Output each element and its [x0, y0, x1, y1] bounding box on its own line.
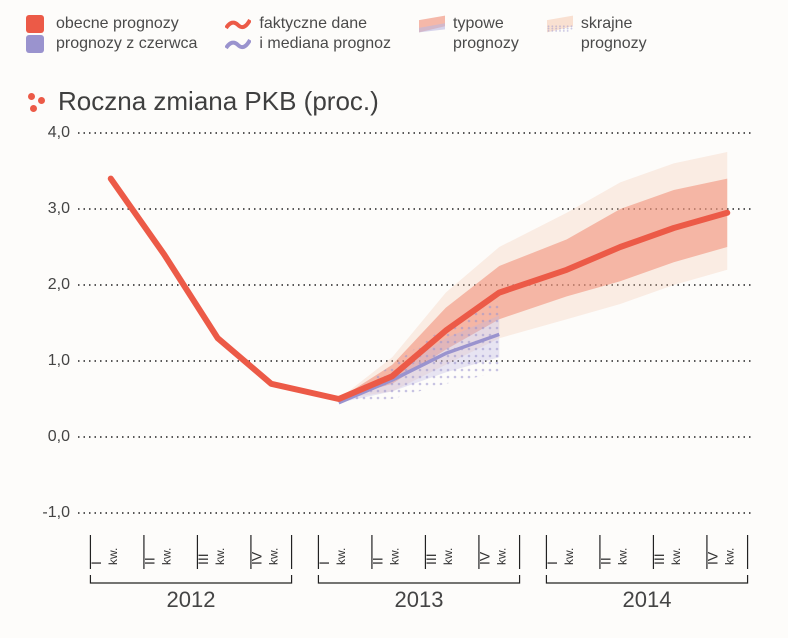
- square-icon-red: [26, 15, 44, 33]
- legend-label: prognozy: [581, 34, 647, 54]
- band-icon-typical: [419, 13, 445, 35]
- legend-col-2: faktyczne dane i mediana prognoz: [225, 14, 391, 54]
- svg-text:kw.: kw.: [562, 548, 576, 565]
- svg-text:IV: IV: [248, 551, 264, 565]
- legend-col-3: typowe prognozy: [419, 14, 519, 54]
- svg-text:I: I: [544, 561, 560, 565]
- svg-text:kw.: kw.: [441, 548, 455, 565]
- svg-text:0,0: 0,0: [48, 428, 70, 445]
- gdp-chart: -1,00,01,02,03,04,0Ikw.IIkw.IIIkw.IVkw.I…: [26, 123, 766, 623]
- svg-text:kw.: kw.: [159, 548, 173, 565]
- svg-text:II: II: [369, 557, 385, 565]
- svg-text:-1,0: -1,0: [42, 504, 70, 521]
- legend-label: skrajne: [581, 14, 633, 34]
- svg-text:I: I: [316, 561, 332, 565]
- legend: obecne prognozy prognozy z czerwca fakty…: [18, 10, 770, 68]
- svg-text:kw.: kw.: [615, 548, 629, 565]
- svg-text:kw.: kw.: [106, 548, 120, 565]
- band-icon-extreme: [547, 13, 573, 35]
- svg-text:kw.: kw.: [266, 548, 280, 565]
- svg-text:II: II: [141, 557, 157, 565]
- svg-text:2,0: 2,0: [48, 276, 70, 293]
- legend-label: prognozy: [453, 34, 519, 54]
- svg-text:3,0: 3,0: [48, 200, 70, 217]
- swoosh-icon-purple: [225, 37, 251, 51]
- svg-text:III: III: [195, 553, 211, 565]
- svg-text:I: I: [88, 561, 104, 565]
- svg-text:1,0: 1,0: [48, 352, 70, 369]
- chart-title: Roczna zmiana PKB (proc.): [58, 86, 379, 117]
- square-icon-purple: [26, 35, 44, 53]
- legend-col-4: skrajne prognozy: [547, 14, 647, 54]
- legend-label: faktyczne dane: [259, 14, 367, 34]
- legend-label: i mediana prognoz: [259, 34, 391, 54]
- svg-text:4,0: 4,0: [48, 124, 70, 141]
- svg-text:IV: IV: [476, 551, 492, 565]
- svg-text:II: II: [597, 557, 613, 565]
- svg-text:kw.: kw.: [722, 548, 736, 565]
- svg-text:kw.: kw.: [494, 548, 508, 565]
- swoosh-icon-red: [225, 17, 251, 31]
- svg-text:III: III: [423, 553, 439, 565]
- legend-col-1: obecne prognozy prognozy z czerwca: [22, 14, 197, 54]
- svg-text:kw.: kw.: [334, 548, 348, 565]
- svg-text:2013: 2013: [395, 587, 444, 612]
- svg-text:kw.: kw.: [669, 548, 683, 565]
- dots-icon: [26, 91, 48, 113]
- legend-label: obecne prognozy: [56, 14, 179, 34]
- legend-label: typowe: [453, 14, 504, 34]
- svg-text:2012: 2012: [167, 587, 216, 612]
- svg-text:kw.: kw.: [213, 548, 227, 565]
- legend-label: prognozy z czerwca: [56, 34, 197, 54]
- svg-text:III: III: [651, 553, 667, 565]
- svg-text:IV: IV: [704, 551, 720, 565]
- svg-text:kw.: kw.: [387, 548, 401, 565]
- chart-title-row: Roczna zmiana PKB (proc.): [26, 86, 770, 117]
- svg-text:2014: 2014: [623, 587, 672, 612]
